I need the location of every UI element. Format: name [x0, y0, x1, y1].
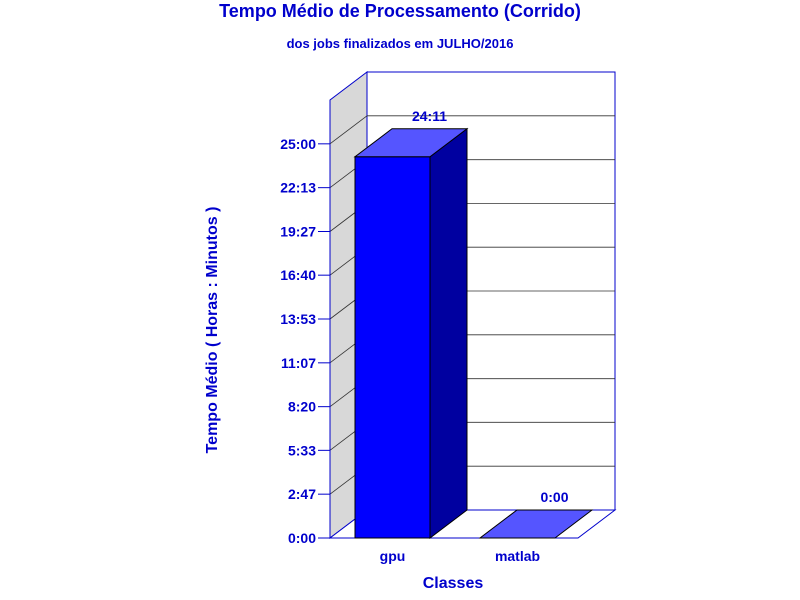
y-tick-label: 8:20: [288, 399, 316, 415]
y-tick-label: 19:27: [280, 223, 316, 239]
data-labels: 24:11 gpu 0:00 matlab: [380, 108, 569, 564]
y-axis: 0:00 2:47 5:33 8:20 11:07 13:53 16:40 19:27 22:1…: [280, 136, 331, 546]
x-tick-label-gpu: gpu: [380, 548, 406, 564]
y-axis-label: Tempo Médio ( Horas : Minutos ): [204, 207, 221, 454]
gridline-diagonal: [329, 115, 368, 145]
x-axis-label: Classes: [423, 575, 484, 592]
bar-front-gpu: [354, 156, 431, 539]
bar-top-matlab: [478, 509, 594, 539]
chart-subtitle: dos jobs finalizados em JULHO/2016: [287, 36, 514, 51]
y-tick-label: 2:47: [288, 486, 316, 502]
bar-top-gpu: [353, 128, 469, 158]
y-tick-label: 22:13: [280, 180, 316, 196]
y-tick-label: 0:00: [288, 530, 316, 546]
data-label-gpu: 24:11: [412, 108, 447, 124]
x-tick-label-matlab: matlab: [495, 548, 540, 564]
bar-side-gpu: [429, 127, 468, 540]
data-label-matlab: 0:00: [540, 489, 568, 505]
y-tick-label: 25:00: [280, 136, 316, 152]
y-tick-label: 5:33: [288, 442, 316, 458]
bars: [353, 127, 594, 540]
y-tick-label: 13:53: [280, 311, 316, 327]
y-tick-label: 16:40: [280, 267, 316, 283]
chart-title: Tempo Médio de Processamento (Corrido): [219, 1, 581, 21]
y-tick-label: 11:07: [281, 355, 316, 371]
